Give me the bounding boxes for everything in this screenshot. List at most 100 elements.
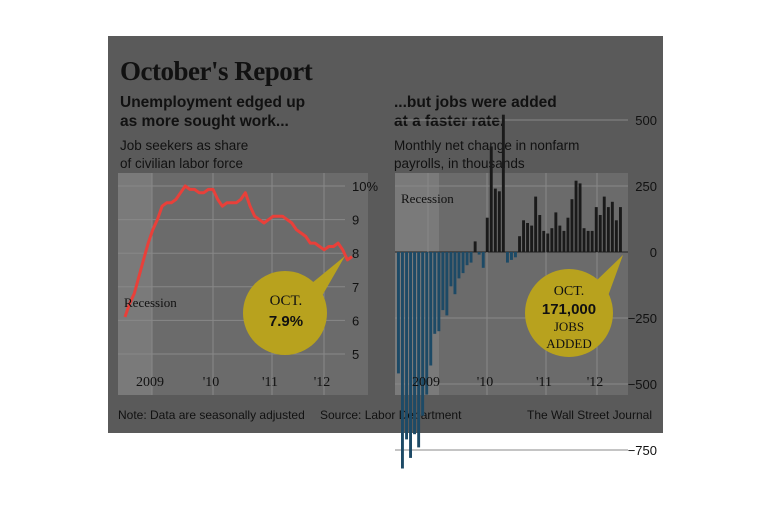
payroll-bar (586, 230, 590, 252)
right-headline: ...but jobs were added at a faster rate. (394, 93, 557, 131)
left-recession-band (118, 173, 152, 395)
payroll-bar (602, 196, 606, 252)
right-callout-bubble (525, 269, 613, 357)
payroll-bar (526, 223, 529, 252)
left-description: Job seekers as share of civilian labor f… (120, 137, 248, 173)
right-y-tick-500: 500 (635, 113, 657, 128)
payroll-bar (619, 207, 622, 252)
right-y-tick-750: −750 (628, 443, 657, 458)
payroll-bar (409, 252, 412, 458)
payroll-bar (449, 252, 453, 287)
payroll-bar (433, 252, 437, 334)
payroll-bar (465, 252, 469, 266)
left-y-tick-6: 6 (352, 313, 359, 328)
right-headline-line2: at a faster rate. (394, 113, 505, 130)
payroll-bar (477, 252, 481, 255)
left-headline: Unemployment edged up as more sought wor… (120, 93, 305, 131)
payroll-bar (473, 241, 477, 252)
payroll-bar (530, 225, 534, 252)
payroll-bar (554, 212, 558, 252)
payroll-bar (514, 252, 517, 258)
payroll-bar (590, 230, 594, 252)
payroll-bar (429, 252, 433, 366)
left-y-tick-5: 5 (352, 347, 359, 362)
payroll-bar (506, 252, 509, 263)
payroll-bar (522, 220, 525, 252)
right-callout-added: ADDED (546, 336, 592, 351)
payroll-bar (445, 252, 449, 316)
payroll-bar (417, 252, 421, 448)
unemployment-line (123, 184, 353, 318)
left-callout-bubble (243, 271, 327, 355)
payroll-bar (437, 252, 441, 332)
payroll-bar (518, 236, 521, 252)
right-y-tick-500: −500 (628, 377, 657, 392)
payroll-bar (546, 233, 550, 252)
left-callout-value: 7.9% (269, 313, 303, 330)
payrolls-chart: Recession 500 250 0 −250 −500 −750 2009 '10 '11… (395, 113, 657, 469)
right-x-tick-11: '11 (536, 375, 552, 390)
payroll-bar (606, 207, 610, 252)
payroll-bar (457, 252, 461, 279)
payroll-bar (453, 252, 457, 295)
footer-source: Source: Labor Department (320, 408, 462, 422)
left-headline-line2: as more sought work... (120, 113, 289, 130)
payroll-bar (497, 191, 501, 252)
payroll-bar (558, 225, 562, 252)
left-headline-line1: Unemployment edged up (120, 94, 306, 111)
payroll-bar (570, 199, 574, 252)
payroll-bar (469, 252, 473, 263)
payroll-bar (598, 215, 602, 252)
left-plot-area (118, 173, 368, 395)
left-callout-month: OCT. (270, 293, 303, 309)
payroll-bar (578, 183, 582, 252)
right-y-tick-0: 0 (650, 245, 657, 260)
payroll-bar (421, 252, 425, 416)
payroll-bar (542, 230, 546, 252)
payroll-bar (493, 188, 497, 252)
report-title: October's Report (120, 56, 313, 86)
right-callout-value: 171,000 (542, 301, 596, 318)
right-callout-pointer (596, 255, 623, 296)
left-y-tick-7: 7 (352, 280, 359, 295)
left-y-tick-8: 8 (352, 246, 359, 261)
payroll-bar (562, 230, 566, 252)
payroll-bar (574, 180, 578, 252)
payroll-bar (413, 252, 416, 435)
payroll-bar (594, 207, 598, 252)
payroll-bar (610, 201, 614, 252)
left-desc-line1: Job seekers as share (120, 138, 249, 153)
right-callout-jobs: JOBS (554, 319, 584, 334)
payroll-bar (489, 146, 493, 252)
payroll-bar (441, 252, 445, 311)
payroll-bar (425, 252, 429, 395)
right-callout-month: OCT. (554, 284, 584, 299)
left-desc-line2: of civilian labor force (120, 156, 244, 171)
payroll-bar (501, 114, 505, 252)
payroll-bar (397, 252, 400, 374)
footer-credit: The Wall Street Journal (527, 408, 652, 422)
payroll-bar (461, 252, 465, 274)
right-x-tick-2009: 2009 (412, 375, 440, 390)
payroll-bar (566, 217, 570, 252)
payroll-bar (510, 252, 513, 260)
payroll-bar (401, 252, 404, 469)
left-x-tick-2009: 2009 (136, 375, 164, 390)
footer-note: Note: Data are seasonally adjusted (118, 408, 305, 422)
right-x-tick-12: '12 (587, 375, 604, 390)
right-y-tick-250: 250 (635, 179, 657, 194)
right-headline-line1: ...but jobs were added (394, 94, 557, 111)
payroll-bar (582, 228, 586, 252)
payroll-bar (550, 228, 554, 252)
payroll-bar (534, 196, 538, 252)
left-x-tick-11: '11 (262, 375, 278, 390)
right-recession-label: Recession (401, 191, 454, 206)
left-y-tick-9: 9 (352, 213, 359, 228)
right-x-tick-10: '10 (477, 375, 494, 390)
left-recession-label: Recession (124, 295, 177, 310)
right-y-tick-250: −250 (628, 311, 657, 326)
unemployment-chart: Recession 10% 9 8 7 6 5 2009 '10 '11 '12 OCT. 7.… (118, 173, 378, 395)
left-callout-pointer (312, 256, 345, 296)
payroll-bar (485, 217, 489, 252)
